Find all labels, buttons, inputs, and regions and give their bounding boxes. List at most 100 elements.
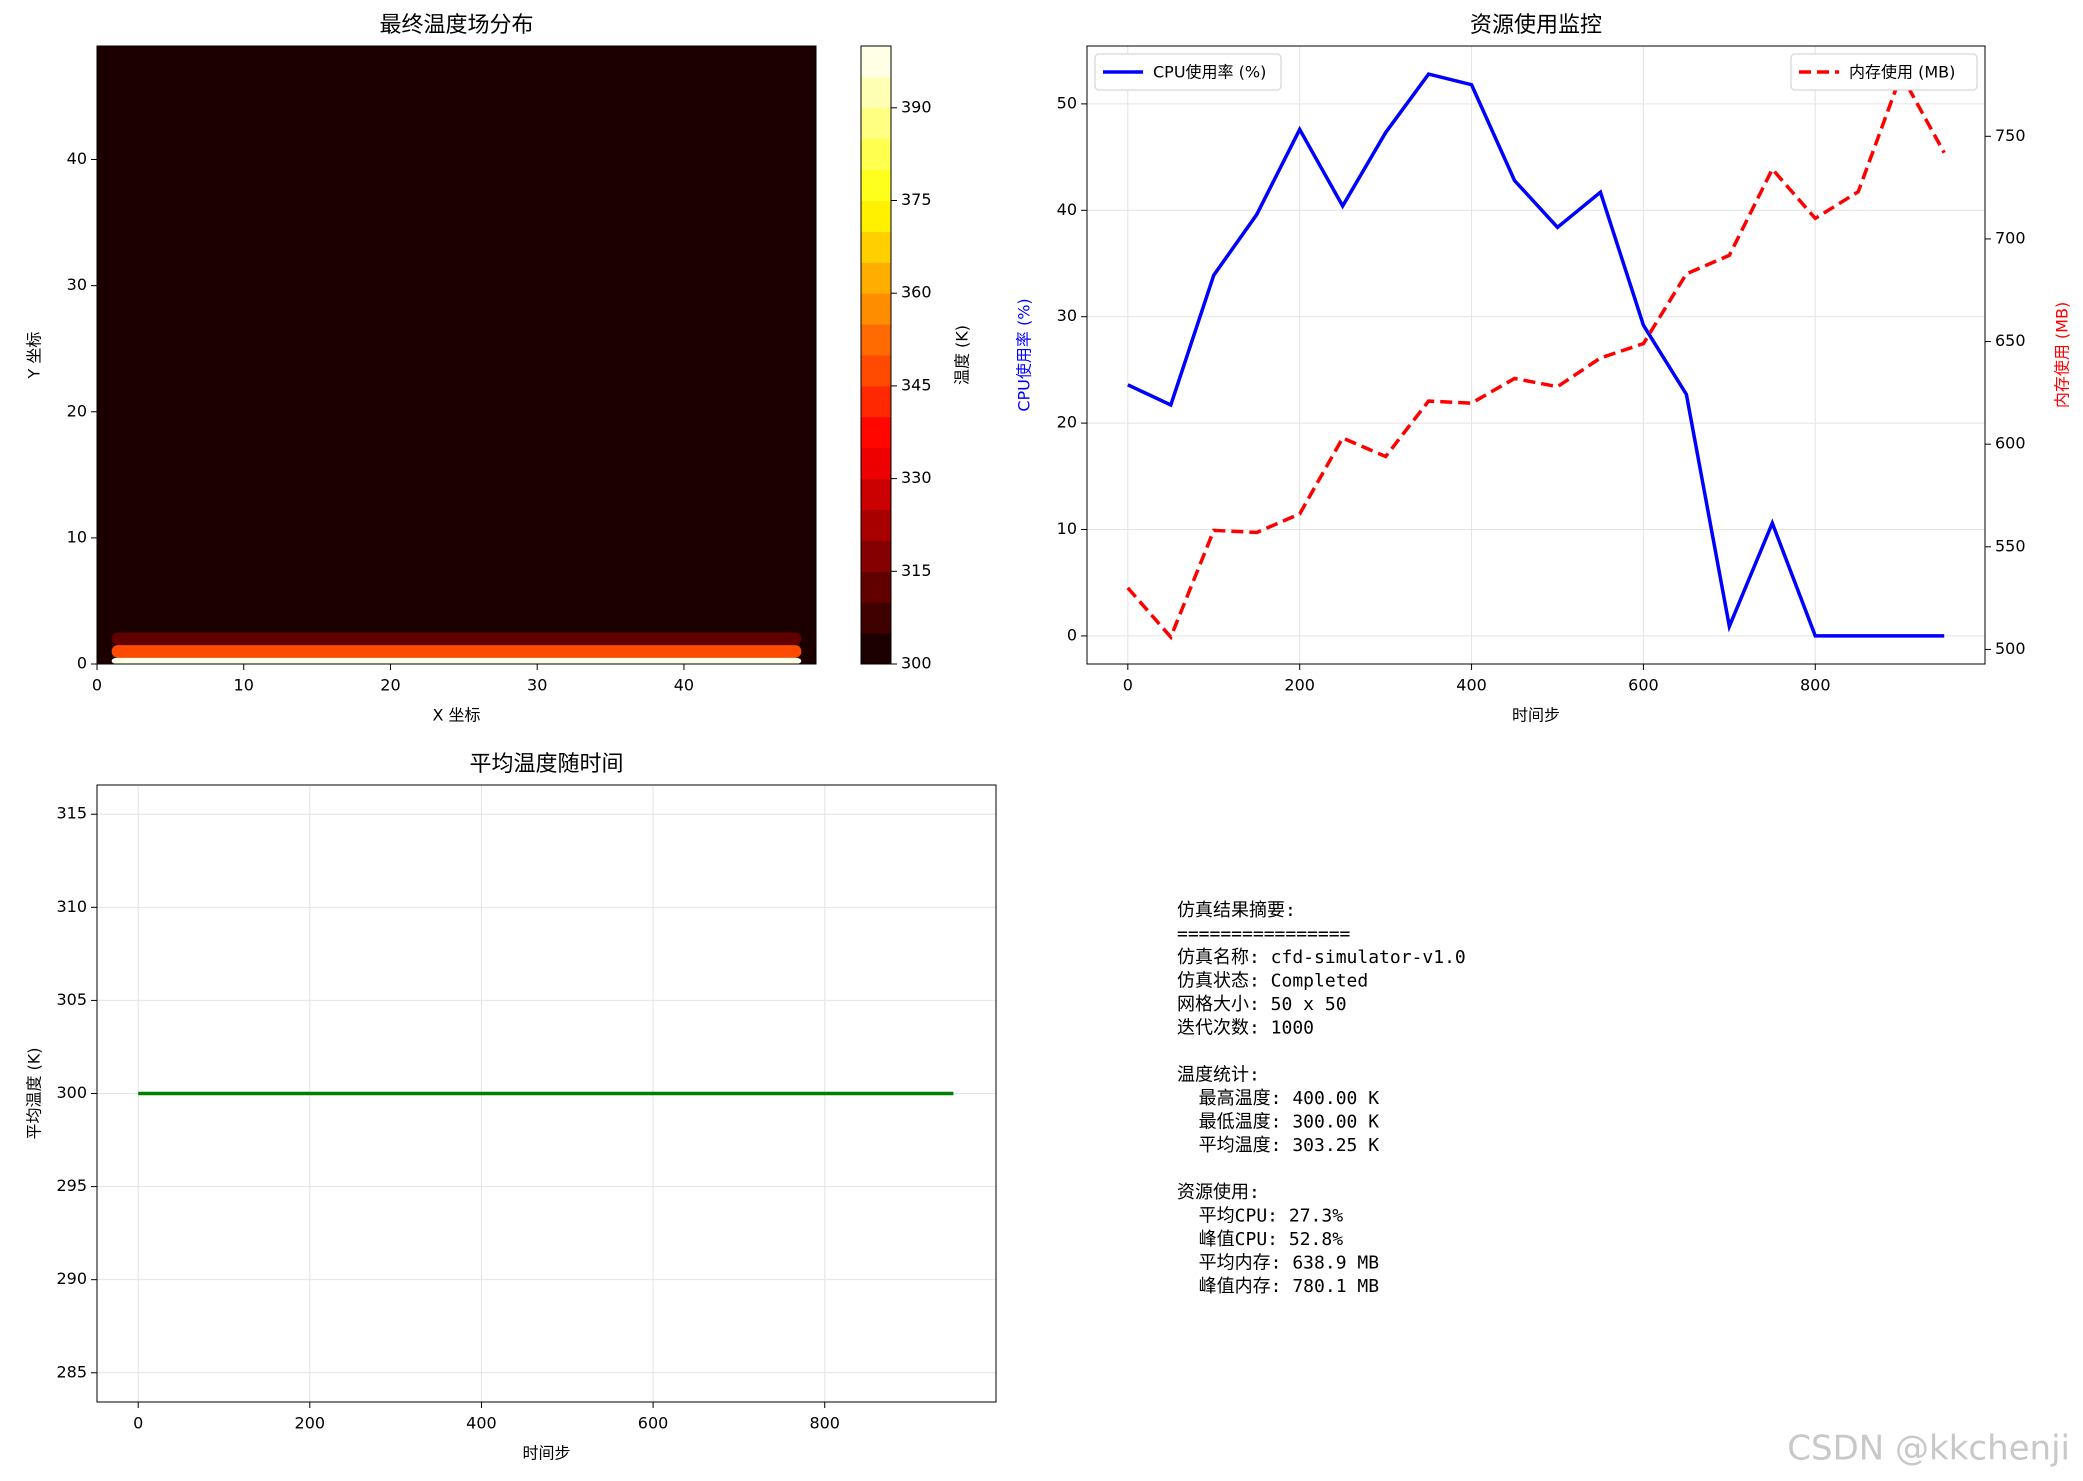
y-tick-label: 50: [1057, 93, 1077, 112]
x-tick-label: 800: [1800, 676, 1831, 695]
y-tick-label: 10: [67, 527, 87, 546]
summary-line: 仿真状态: Completed: [1177, 971, 1368, 992]
summary-line: 平均CPU: 27.3%: [1177, 1206, 1343, 1227]
x-tick-label: 40: [674, 676, 694, 695]
y-tick-label: 300: [56, 1083, 87, 1102]
y-tick-label: 290: [56, 1269, 87, 1288]
y2-axis-label: 内存使用 (MB): [2053, 302, 2072, 408]
y2-tick-label: 500: [1995, 639, 2026, 658]
summary-line: 仿真结果摘要:: [1177, 900, 1296, 921]
x-axis-label: 时间步: [1512, 706, 1560, 725]
colorbar-level: [861, 76, 891, 109]
chart-title: 资源使用监控: [1470, 13, 1602, 38]
heatmap-cell-row: [111, 657, 802, 664]
summary-line: 仿真名称: cfd-simulator-v1.0: [1177, 947, 1466, 968]
heatmap-cell-row: [111, 632, 802, 646]
colorbar-level: [861, 447, 891, 480]
chart-title: 最终温度场分布: [379, 13, 533, 38]
colorbar-frame: [860, 45, 892, 665]
summary-line: 网格大小: 50 x 50: [1177, 994, 1347, 1015]
x-tick-label: 0: [133, 1414, 143, 1433]
chart-title: 平均温度随时间: [469, 752, 623, 777]
y-axis-label: CPU使用率 (%): [1015, 298, 1034, 411]
summary-line: 最低温度: 300.00 K: [1177, 1112, 1379, 1133]
colorbar-level: [861, 602, 891, 634]
line-series: [1127, 72, 1945, 638]
x-tick-label: 600: [1628, 676, 1659, 695]
colorbar-level: [861, 262, 891, 294]
colorbar-level: [861, 324, 891, 356]
axes-frame: [1086, 45, 1986, 665]
x-tick-label: 800: [809, 1414, 840, 1433]
colorbar-tick-label: 375: [901, 190, 932, 209]
colorbar-level: [861, 46, 891, 78]
x-axis-label: X 坐标: [432, 706, 480, 725]
y2-tick-label: 600: [1995, 434, 2026, 453]
summary-line: 平均内存: 638.9 MB: [1177, 1253, 1379, 1274]
y-tick-label: 20: [1057, 413, 1077, 432]
colorbar-tick-label: 345: [901, 375, 932, 394]
y-tick-label: 305: [56, 990, 87, 1009]
summary-line: 温度统计:: [1177, 1065, 1260, 1086]
x-tick-label: 200: [1284, 676, 1315, 695]
summary-line: 迭代次数: 1000: [1177, 1018, 1314, 1039]
colorbar-tick-label: 315: [901, 561, 932, 580]
colorbar-level: [861, 540, 891, 572]
y-tick-label: 315: [56, 804, 87, 823]
colorbar-level: [861, 385, 891, 418]
legend-box: [1094, 53, 1282, 91]
y-tick-label: 285: [56, 1362, 87, 1381]
legend-label: CPU使用率 (%): [1153, 63, 1266, 82]
y-tick-label: 20: [67, 401, 87, 420]
y-axis-label: Y 坐标: [25, 332, 44, 380]
y-tick-label: 295: [56, 1176, 87, 1195]
colorbar-level: [861, 355, 891, 387]
summary-line: 最高温度: 400.00 K: [1177, 1088, 1379, 1109]
y-tick-label: 10: [1057, 519, 1077, 538]
x-tick-label: 30: [527, 676, 547, 695]
x-tick-label: 0: [1123, 676, 1133, 695]
y2-tick-label: 650: [1995, 331, 2026, 350]
colorbar-level: [861, 571, 891, 603]
heatmap-cell-row: [111, 619, 802, 633]
x-tick-label: 0: [92, 676, 102, 695]
watermark: CSDN @kkchenji: [1787, 1429, 2070, 1469]
y-tick-label: 0: [77, 654, 87, 673]
y-tick-label: 310: [56, 897, 87, 916]
y-tick-label: 0: [1067, 625, 1077, 644]
colorbar-tick-label: 360: [901, 283, 932, 302]
y-tick-label: 40: [67, 149, 87, 168]
colorbar-level: [861, 293, 891, 325]
colorbar-level: [861, 107, 891, 140]
legend-box: [1790, 53, 1978, 91]
x-tick-label: 20: [380, 676, 400, 695]
axes-frame: [96, 45, 817, 665]
summary-line: 峰值CPU: 52.8%: [1177, 1229, 1343, 1250]
colorbar-tick-label: 330: [901, 468, 932, 487]
y-tick-label: 40: [1057, 200, 1077, 219]
x-tick-label: 200: [295, 1414, 326, 1433]
summary-line: ================: [1177, 924, 1351, 945]
x-tick-label: 10: [234, 676, 254, 695]
heatmap-cell-row: [111, 645, 802, 658]
x-tick-label: 400: [466, 1414, 497, 1433]
colorbar-level: [861, 509, 891, 541]
colorbar-level: [861, 200, 891, 232]
summary-line: 峰值内存: 780.1 MB: [1177, 1276, 1379, 1297]
y2-tick-label: 750: [1995, 126, 2026, 145]
summary-line: 资源使用:: [1177, 1182, 1260, 1203]
colorbar-label: 温度 (K): [953, 325, 972, 385]
colorbar-level: [861, 633, 891, 665]
colorbar-tick-label: 300: [901, 654, 932, 673]
y2-tick-label: 700: [1995, 228, 2026, 247]
y-tick-label: 30: [1057, 306, 1077, 325]
colorbar-level: [861, 169, 891, 201]
y2-tick-label: 550: [1995, 536, 2026, 555]
plot-area: [1126, 70, 1946, 641]
colorbar-level: [861, 416, 891, 449]
colorbar-level: [861, 478, 891, 510]
y-axis-label: 平均温度 (K): [25, 1047, 44, 1139]
summary-line: 平均温度: 303.25 K: [1177, 1135, 1379, 1156]
x-tick-label: 400: [1456, 676, 1487, 695]
